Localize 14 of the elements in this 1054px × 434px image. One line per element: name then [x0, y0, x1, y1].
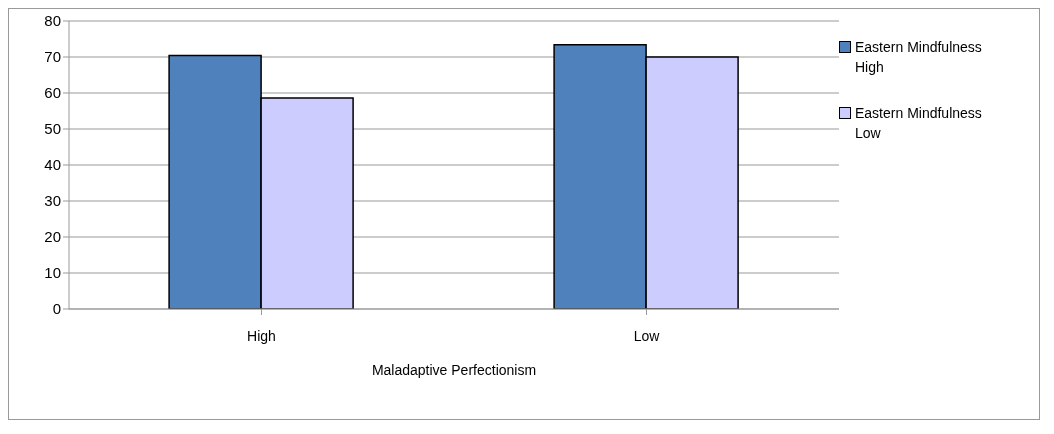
y-tick-label: 70	[44, 48, 61, 66]
y-tick-label: 30	[44, 192, 61, 210]
legend-label: Eastern Mindfulness High	[855, 38, 983, 77]
y-tick-label: 0	[52, 300, 61, 318]
y-tick-label: 40	[44, 156, 61, 174]
x-tick-label: Low	[633, 327, 661, 344]
legend-label: Eastern Mindfulness Low	[855, 104, 983, 143]
x-axis-title: Maladaptive Perfectionism	[371, 362, 537, 378]
y-tick-label: 10	[44, 264, 61, 282]
y-tick-label: 60	[44, 84, 61, 102]
x-tick-label: High	[247, 327, 276, 344]
y-tick-label: 80	[44, 12, 61, 30]
y-tick-label: 20	[44, 228, 61, 246]
y-tick-label: 50	[44, 120, 61, 138]
